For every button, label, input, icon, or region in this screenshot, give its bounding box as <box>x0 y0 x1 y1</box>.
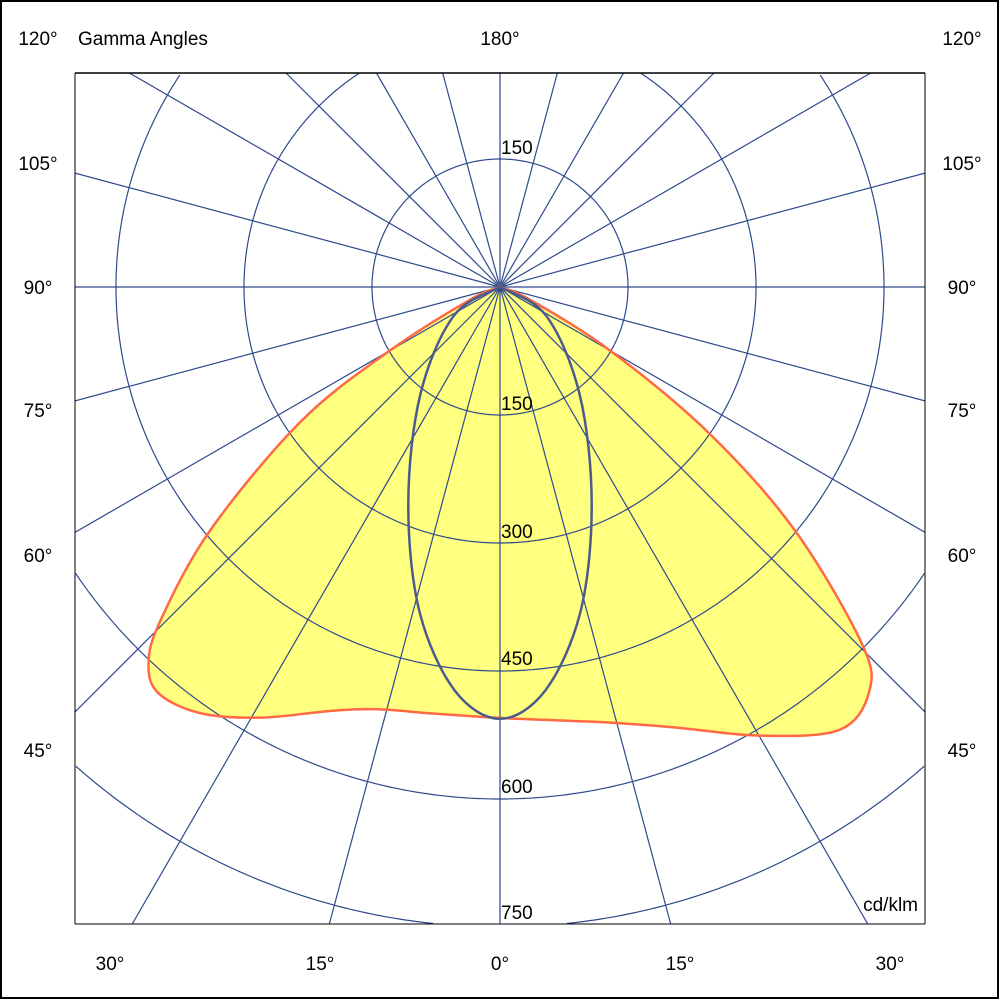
radial-tick-label: 750 <box>501 903 533 924</box>
grid-radial-line <box>499 73 715 288</box>
grid-radial-line <box>499 286 925 713</box>
c90-c270-curve <box>407 282 593 721</box>
grid-radial-line <box>499 73 871 288</box>
grid-radial-line <box>285 73 501 288</box>
right-angle-label: 105° <box>942 154 981 175</box>
grid-circle <box>75 572 925 800</box>
right-angle-label: 60° <box>948 546 977 567</box>
left-angle-label: 45° <box>24 741 53 762</box>
right-angle-label: 90° <box>948 278 977 299</box>
c0-c180-curve <box>147 284 873 738</box>
intensity-curves-outline <box>147 282 873 738</box>
bottom-angle-label: 15° <box>666 954 695 975</box>
bottom-angle-labels: 30° 15° 0° 15° 30° <box>96 954 905 975</box>
grid-radial-line <box>328 286 501 924</box>
unit-label: cd/klm <box>863 895 918 916</box>
left-angle-label: 120° <box>18 29 57 50</box>
left-angle-label: 90° <box>24 278 53 299</box>
grid-radial-line <box>75 172 501 288</box>
grid-radial-line <box>75 286 501 533</box>
bottom-angle-label: 15° <box>306 954 335 975</box>
radial-tick-label: 150 <box>501 394 533 415</box>
grid-circle <box>115 74 885 672</box>
left-angle-label: 105° <box>18 154 57 175</box>
radial-tick-label: 600 <box>501 777 533 798</box>
right-angle-label: 75° <box>948 401 977 422</box>
grid-radial-line <box>499 73 625 288</box>
grid-radial-line <box>499 286 925 402</box>
radial-tick-labels: 150 150 300 450 600 750 <box>501 138 533 924</box>
grid-radial-line <box>131 286 501 924</box>
chart-title: Gamma Angles <box>78 29 208 50</box>
grid-radial-line <box>499 286 925 533</box>
right-angle-label: 45° <box>948 741 977 762</box>
left-angle-label: 60° <box>24 546 53 567</box>
grid-radial-line <box>499 286 672 924</box>
intensity-curves <box>148 285 872 736</box>
polar-grid <box>75 73 925 924</box>
grid-radial-line <box>499 286 869 924</box>
radial-tick-label-upper: 150 <box>501 138 533 159</box>
grid-circle <box>243 73 757 544</box>
grid-circle <box>75 765 925 924</box>
bottom-angle-label: 30° <box>876 954 905 975</box>
left-angle-label: 75° <box>24 401 53 422</box>
grid-radial-line <box>499 172 925 288</box>
bottom-angle-label: 30° <box>96 954 125 975</box>
top-angle-label: 180° <box>480 29 519 50</box>
radial-tick-label: 450 <box>501 649 533 670</box>
grid-radial-line <box>375 73 501 288</box>
grid-radial-line <box>75 286 501 713</box>
grid-radial-line <box>442 73 501 288</box>
radial-tick-label: 300 <box>501 522 533 543</box>
c0-c180-fill <box>148 285 872 736</box>
right-angle-label: 120° <box>942 29 981 50</box>
grid-radial-line <box>499 73 558 288</box>
right-angle-labels: 120° 105° 90° 75° 60° 45° <box>942 29 981 762</box>
left-angle-labels: 120° 105° 90° 75° 60° 45° <box>18 29 57 762</box>
grid-radial-line <box>129 73 501 288</box>
grid-radial-line <box>75 286 501 402</box>
bottom-angle-label: 0° <box>491 954 509 975</box>
